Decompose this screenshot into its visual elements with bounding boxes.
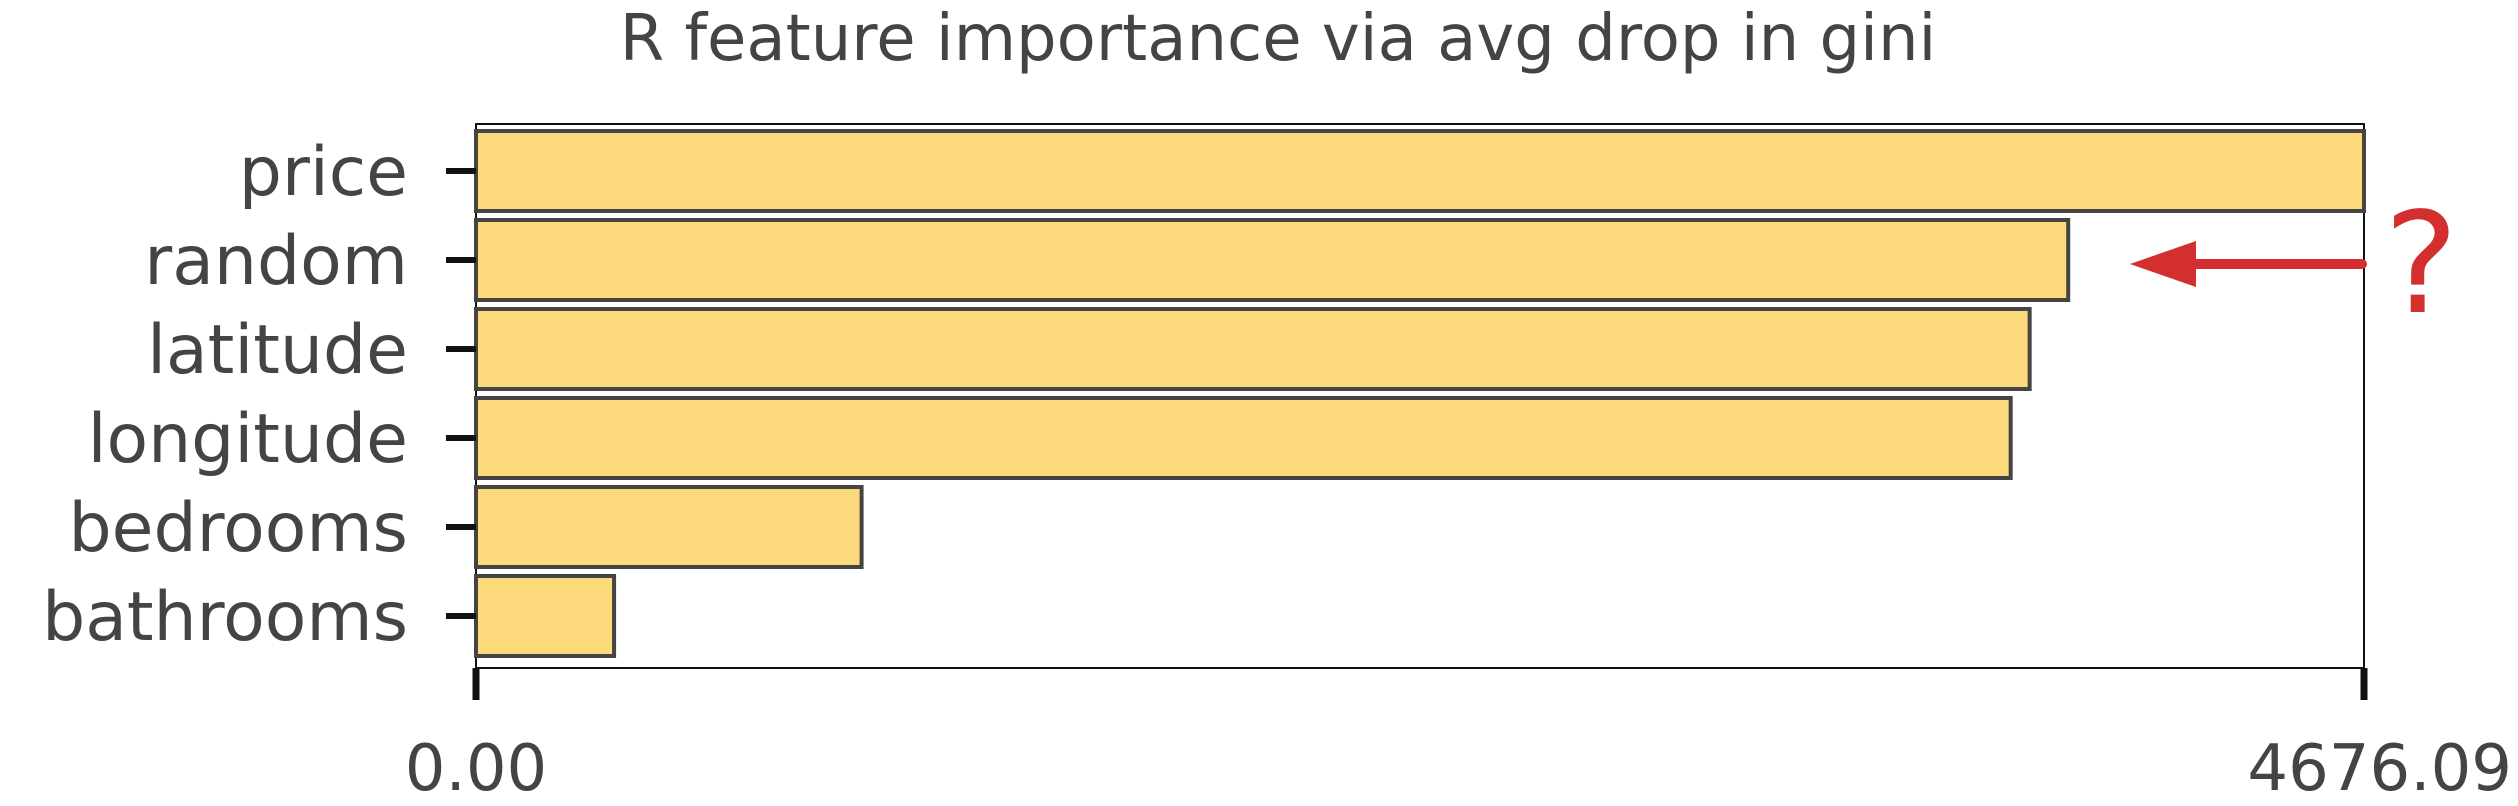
category-label-latitude: latitude (147, 311, 408, 390)
category-label-bedrooms: bedrooms (68, 489, 408, 568)
x-tick-label-1: 4676.09 (2247, 732, 2512, 806)
category-label-random: random (144, 222, 408, 301)
bar-bedrooms (474, 485, 864, 569)
annotation-group: ? (2130, 183, 2458, 346)
category-label-price: price (239, 133, 408, 212)
bar-bathrooms (474, 574, 617, 658)
bar-longitude (474, 396, 2013, 480)
annotation-question-mark: ? (2384, 183, 2458, 346)
bar-random (474, 218, 2071, 302)
bar-latitude (474, 307, 2032, 391)
category-label-bathrooms: bathrooms (42, 578, 408, 657)
x-tick-label-0: 0.00 (405, 732, 548, 806)
bar-price (474, 129, 2366, 213)
annotation-arrow-head (2130, 241, 2196, 287)
bars-layer (474, 129, 2366, 658)
x-axis-ticks: 0.00 4676.09 (405, 668, 2512, 806)
category-labels: price random latitude longitude bedrooms bath… (42, 133, 476, 657)
category-label-longitude: longitude (88, 400, 408, 479)
chart-title: R feature importance via avg drop in gin… (620, 2, 1937, 76)
